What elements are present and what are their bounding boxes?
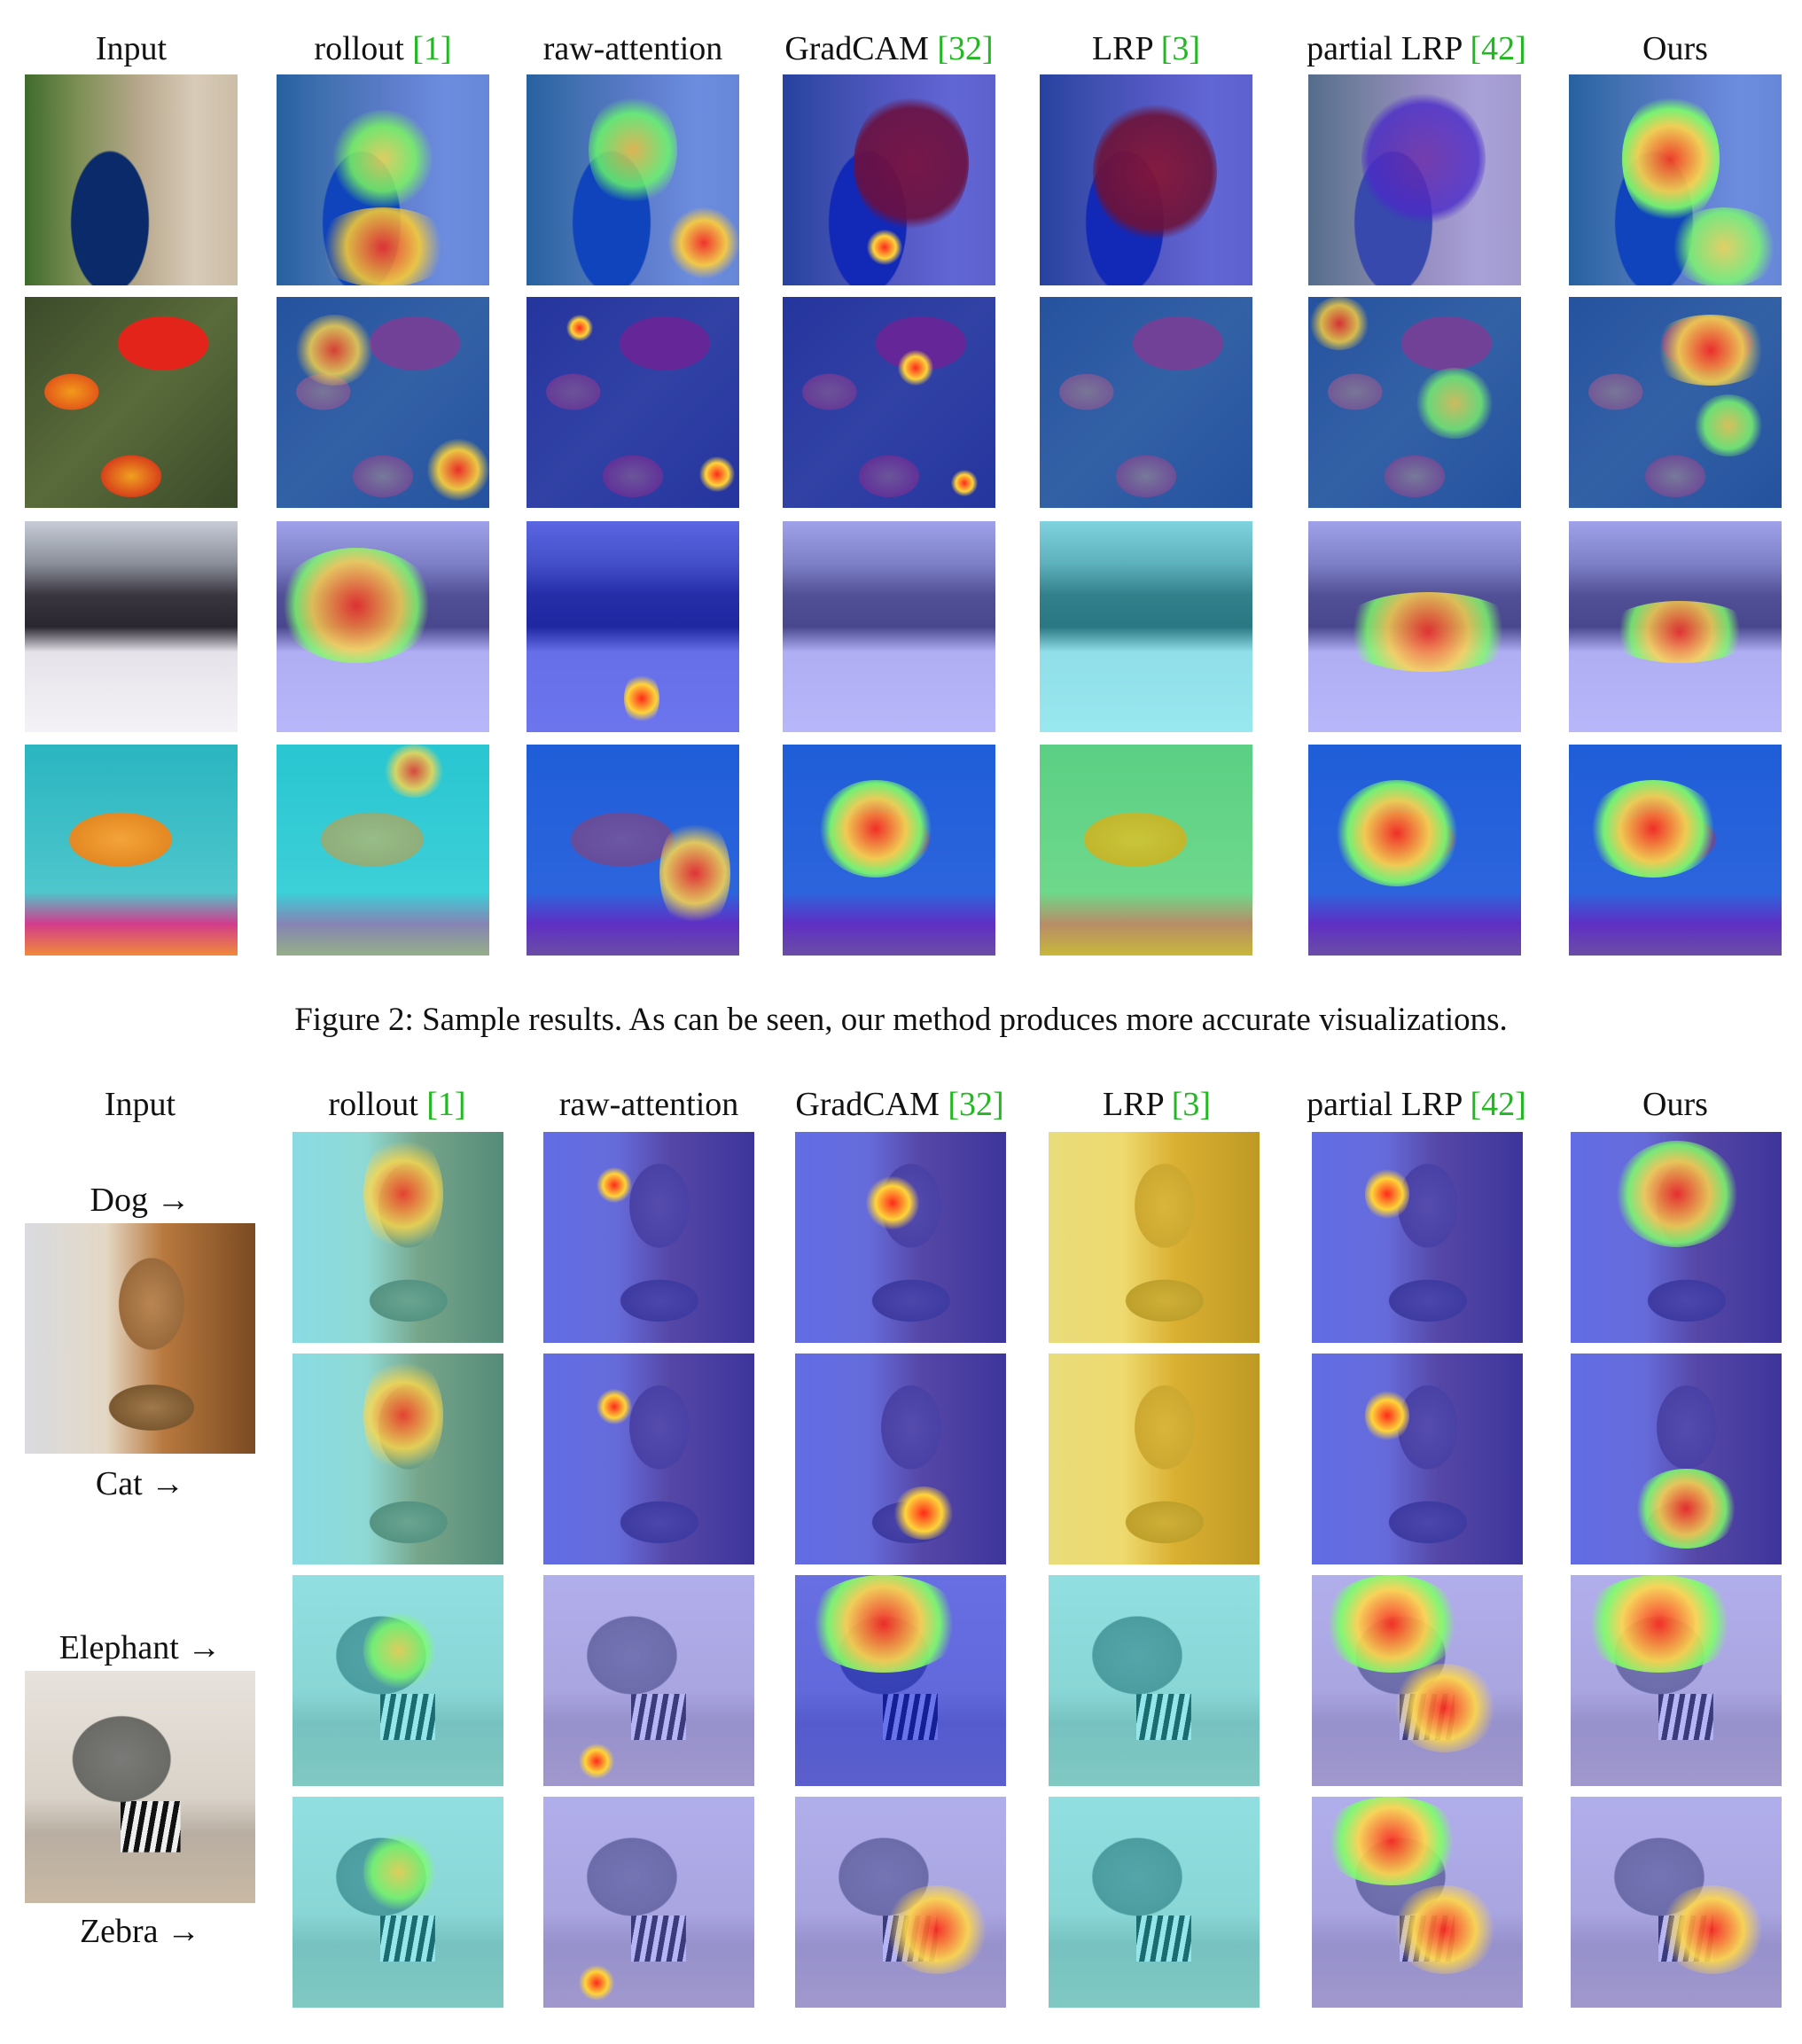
fig2-rollout-fish-tulips <box>277 297 489 508</box>
fig3-raw-attention-elephant <box>543 1575 754 1786</box>
fig3-header-rollout: rollout [1] <box>328 1086 466 1123</box>
fig3-gradcam-dog <box>795 1132 1006 1343</box>
fig2-input-goldfish <box>25 745 238 956</box>
fig2-partial-lrp-goldfish <box>1308 745 1521 956</box>
fig2-header-raw-attention: raw-attention <box>542 30 723 67</box>
citation-link[interactable]: [3] <box>1160 30 1201 67</box>
fig3-header-gradcam: GradCAM [32] <box>795 1086 1004 1123</box>
citation-link[interactable]: [42] <box>1470 1086 1526 1123</box>
fig3-header-lrp: LRP [3] <box>1102 1086 1212 1123</box>
fig2-lrp-fish-tulips <box>1040 297 1252 508</box>
fig3-header-ours: Ours <box>1642 1086 1708 1123</box>
fig3-lrp-elephant <box>1049 1575 1260 1786</box>
fig3-raw-attention-cat <box>543 1354 754 1564</box>
fig3-lrp-cat <box>1049 1354 1260 1564</box>
fig2-rollout-peacock <box>277 74 489 285</box>
fig3-raw-attention-dog <box>543 1132 754 1343</box>
fig2-header-rollout: rollout [1] <box>314 30 452 67</box>
fig2-ours-sled-dogs <box>1569 521 1782 732</box>
fig3-ours-zebra <box>1571 1797 1782 2008</box>
figure-2-caption: Figure 2: Sample results. As can be seen… <box>294 1002 1508 1038</box>
fig2-partial-lrp-fish-tulips <box>1308 297 1521 508</box>
label-cat: Cat → <box>95 1465 185 1502</box>
fig3-rollout-zebra <box>293 1797 503 2008</box>
fig3-ours-elephant <box>1571 1575 1782 1786</box>
fig3-lrp-dog <box>1049 1132 1260 1343</box>
citation-link[interactable]: [1] <box>412 30 452 67</box>
fig3-ours-dog <box>1571 1132 1782 1343</box>
fig3-partial-lrp-elephant <box>1312 1575 1523 1786</box>
fig3-partial-lrp-cat <box>1312 1354 1523 1564</box>
citation-link[interactable]: [3] <box>1171 1086 1212 1123</box>
fig3-rollout-dog <box>293 1132 503 1343</box>
fig2-ours-fish-tulips <box>1569 297 1782 508</box>
fig2-header-lrp: LRP [3] <box>1091 30 1201 67</box>
fig3-gradcam-elephant <box>795 1575 1006 1786</box>
fig2-header-gradcam: GradCAM [32] <box>784 30 994 67</box>
citation-link[interactable]: [32] <box>937 30 994 67</box>
fig2-header-partial-lrp: partial LRP [42] <box>1307 30 1526 67</box>
label-dog: Dog → <box>90 1182 191 1219</box>
fig2-gradcam-fish-tulips <box>783 297 995 508</box>
fig3-partial-lrp-zebra <box>1312 1797 1523 2008</box>
fig2-gradcam-peacock <box>783 74 995 285</box>
citation-link[interactable]: [32] <box>948 1086 1004 1123</box>
citation-link[interactable]: [42] <box>1470 30 1526 67</box>
fig3-header-raw-attention: raw-attention <box>558 1086 739 1123</box>
fig3-gradcam-cat <box>795 1354 1006 1564</box>
fig2-lrp-goldfish <box>1040 745 1252 956</box>
fig3-partial-lrp-dog <box>1312 1132 1523 1343</box>
fig2-ours-goldfish <box>1569 745 1782 956</box>
fig3-rollout-elephant <box>293 1575 503 1786</box>
fig3-input-dog-cat <box>25 1223 255 1454</box>
fig2-lrp-sled-dogs <box>1040 521 1252 732</box>
fig2-rollout-goldfish <box>277 745 489 956</box>
citation-link[interactable]: [1] <box>426 1086 466 1123</box>
fig2-gradcam-sled-dogs <box>783 521 995 732</box>
fig2-partial-lrp-peacock <box>1308 74 1521 285</box>
fig2-header-ours: Ours <box>1642 30 1708 67</box>
fig2-partial-lrp-sled-dogs <box>1308 521 1521 732</box>
fig2-rollout-sled-dogs <box>277 521 489 732</box>
fig3-rollout-cat <box>293 1354 503 1564</box>
fig3-raw-attention-zebra <box>543 1797 754 2008</box>
fig2-raw-attention-fish-tulips <box>527 297 739 508</box>
fig2-raw-attention-goldfish <box>527 745 739 956</box>
fig2-header-input: Input <box>95 30 168 67</box>
fig2-input-fish-tulips <box>25 297 238 508</box>
label-zebra: Zebra → <box>79 1913 201 1950</box>
label-elephant: Elephant → <box>59 1629 222 1666</box>
fig3-header-input: Input <box>104 1086 176 1123</box>
fig3-gradcam-zebra <box>795 1797 1006 2008</box>
fig2-input-sled-dogs <box>25 521 238 732</box>
fig3-ours-cat <box>1571 1354 1782 1564</box>
fig3-lrp-zebra <box>1049 1797 1260 2008</box>
fig2-gradcam-goldfish <box>783 745 995 956</box>
fig3-input-elephant-zebra <box>25 1671 255 1903</box>
fig2-lrp-peacock <box>1040 74 1252 285</box>
fig2-input-peacock <box>25 74 238 285</box>
fig2-raw-attention-sled-dogs <box>527 521 739 732</box>
fig2-ours-peacock <box>1569 74 1782 285</box>
fig3-header-partial-lrp: partial LRP [42] <box>1307 1086 1526 1123</box>
fig2-raw-attention-peacock <box>527 74 739 285</box>
